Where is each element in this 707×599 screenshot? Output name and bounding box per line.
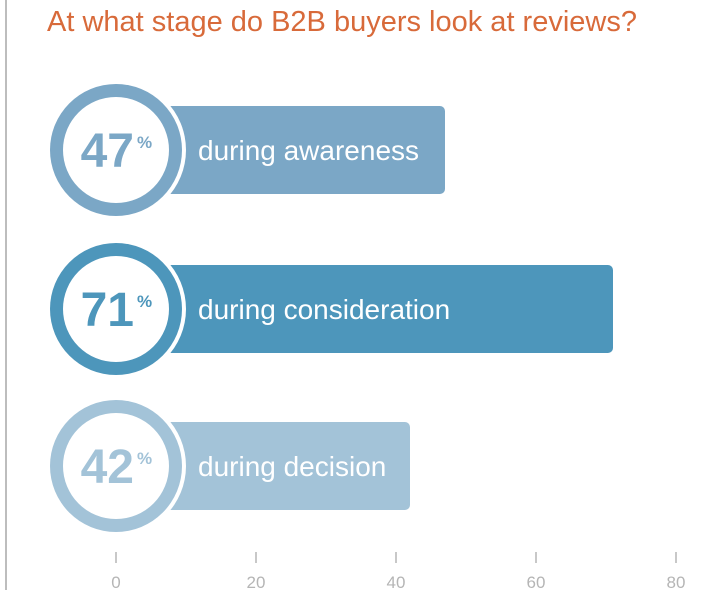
bar-during-awareness bbox=[160, 106, 445, 194]
bar-group-during-consideration: 71% during consideration bbox=[46, 239, 613, 379]
badge-center bbox=[63, 413, 169, 519]
x-tick-label: 0 bbox=[111, 573, 120, 592]
x-tick-label: 40 bbox=[387, 573, 406, 592]
x-tick-label: 20 bbox=[247, 573, 266, 592]
category-label: during consideration bbox=[198, 294, 450, 325]
data-label-suffix: % bbox=[137, 292, 152, 311]
bars-layer: 47% during awareness 71% during considerati… bbox=[46, 80, 613, 536]
x-tick-label: 80 bbox=[667, 573, 686, 592]
bar-during-decision bbox=[160, 422, 410, 510]
data-label-suffix: % bbox=[137, 449, 152, 468]
chart-title: At what stage do B2B buyers look at revi… bbox=[47, 6, 637, 38]
data-label-value: 47 bbox=[81, 125, 134, 178]
data-label-value: 42 bbox=[81, 441, 134, 494]
bar-group-during-decision: 42% during decision bbox=[46, 396, 410, 536]
category-label: during decision bbox=[198, 451, 386, 482]
badge-center bbox=[63, 97, 169, 203]
category-label: during awareness bbox=[198, 135, 419, 166]
x-tick-label: 60 bbox=[527, 573, 546, 592]
badge-center bbox=[63, 256, 169, 362]
bar-during-consideration bbox=[160, 265, 613, 353]
bar-group-during-awareness: 47% during awareness bbox=[46, 80, 445, 220]
data-label-value: 71 bbox=[81, 284, 134, 337]
data-label-suffix: % bbox=[137, 133, 152, 152]
x-axis: 0 20 40 60 80 bbox=[111, 552, 685, 592]
